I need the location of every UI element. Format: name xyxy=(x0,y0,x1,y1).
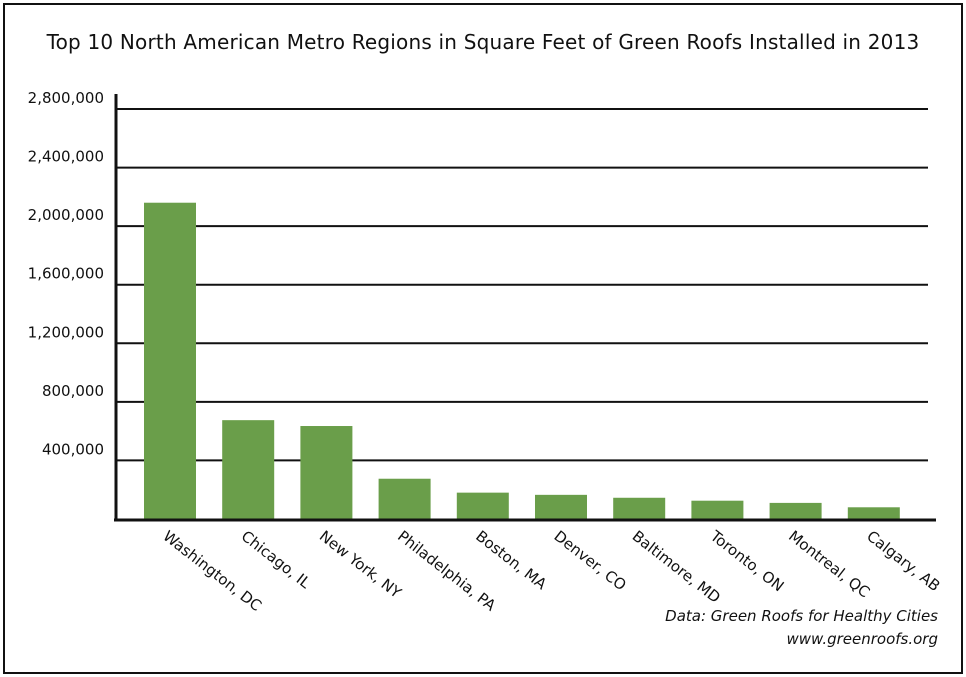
bar xyxy=(613,497,666,519)
grid-layer xyxy=(116,108,928,462)
x-tick-label: Boston, MA xyxy=(472,527,550,594)
y-tick-label: 800,000 xyxy=(42,382,104,400)
x-tick-label: Montreal, QC xyxy=(785,527,873,601)
bar xyxy=(144,202,196,519)
y-tick-label: 2,000,000 xyxy=(28,206,104,224)
x-tick-label: Toronto, ON xyxy=(706,526,787,595)
source-line: Data: Green Roofs for Healthy Cities xyxy=(665,607,938,625)
axis-layer xyxy=(114,94,936,522)
bar xyxy=(378,478,431,519)
bar xyxy=(847,507,900,519)
bar xyxy=(769,502,822,519)
x-tick-label: Calgary, AB xyxy=(863,527,943,595)
y-tick-label: 2,800,000 xyxy=(28,89,104,107)
x-tick-label: Denver, CO xyxy=(551,527,630,594)
source-url: www.greenroofs.org xyxy=(786,630,938,648)
bar-layer xyxy=(144,202,900,519)
bar xyxy=(222,420,275,519)
bar xyxy=(535,494,587,519)
y-tick-label: 1,200,000 xyxy=(28,323,104,341)
bar xyxy=(300,426,353,519)
y-tick-label: 400,000 xyxy=(42,440,104,458)
bar xyxy=(456,492,509,519)
y-tick-label: 2,400,000 xyxy=(28,148,104,166)
x-tick-label: New York, NY xyxy=(316,527,405,602)
bar xyxy=(691,500,744,519)
x-tick-label: Chicago, IL xyxy=(238,527,315,592)
y-tick-label: 1,600,000 xyxy=(28,265,104,283)
data-source-note: Data: Green Roofs for Healthy Cities www… xyxy=(665,605,938,651)
chart-title: Top 10 North American Metro Regions in S… xyxy=(46,30,920,54)
